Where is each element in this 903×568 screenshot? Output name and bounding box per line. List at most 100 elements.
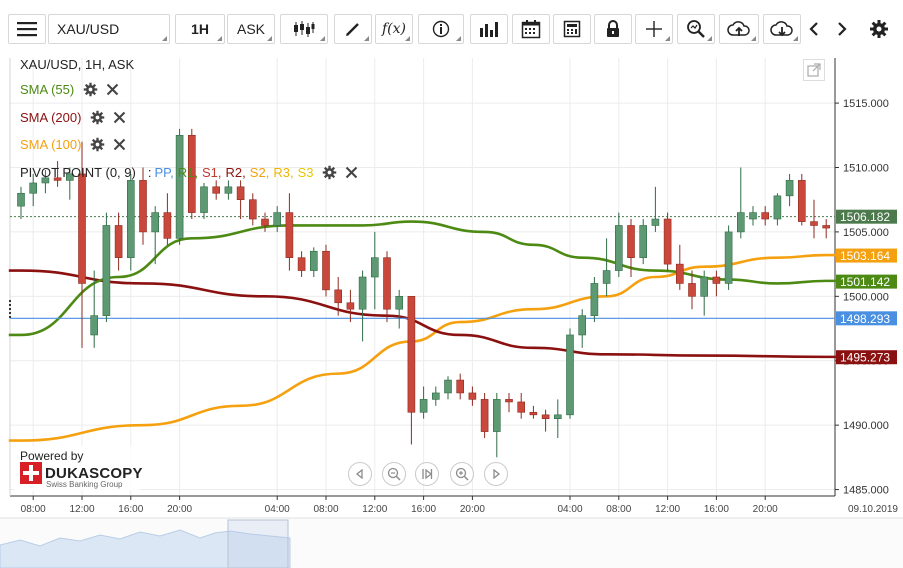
pivot-pp: PP, (154, 165, 173, 180)
scroll-right-button[interactable] (484, 462, 508, 486)
function-icon: f(x) (381, 21, 406, 37)
candle (566, 328, 574, 419)
legend-title-text: XAU/USD, 1H, ASK (20, 56, 135, 72)
moving-averages (8, 216, 836, 442)
candle (200, 182, 208, 220)
pivot-s3: S3 (298, 165, 314, 180)
candle (249, 193, 257, 226)
reset-view-button[interactable] (415, 462, 439, 486)
candle (285, 193, 294, 271)
candle (395, 289, 404, 329)
download-icon (770, 21, 793, 37)
candle-type-button[interactable] (280, 14, 328, 44)
candle (773, 193, 782, 226)
pivot-r2-comma: , (242, 164, 246, 180)
candle-body (346, 302, 355, 310)
time-tick-label: 12:00 (655, 504, 680, 515)
candle (127, 173, 135, 271)
candle (17, 186, 25, 220)
time-tick-label: 08:00 (606, 504, 631, 515)
candle (822, 219, 831, 239)
upload-icon (727, 21, 750, 36)
candle (41, 170, 50, 194)
settings-button[interactable] (864, 14, 894, 44)
brand: DUKASCOPY (20, 462, 143, 484)
pivot-pp-comma: , (170, 164, 174, 180)
candle-body (297, 257, 306, 271)
pivot-close-icon[interactable] (343, 164, 359, 180)
time-tick-label: 04:00 (265, 504, 290, 515)
draw-button[interactable] (334, 14, 372, 44)
candle-body (139, 180, 147, 233)
candle (785, 173, 794, 207)
zoom-in-button[interactable] (450, 462, 474, 486)
candle (309, 247, 318, 277)
legend-sma100: SMA (100) (20, 133, 127, 155)
candle (675, 244, 684, 290)
sma200-settings-icon[interactable] (89, 109, 105, 125)
brand-subtitle: Swiss Banking Group (46, 480, 123, 489)
next-icon (838, 22, 847, 36)
expand-button[interactable] (803, 59, 825, 81)
pivot-pp-label: PP (154, 164, 171, 180)
time-tick-label: 16:00 (704, 504, 729, 515)
candle (651, 186, 660, 232)
pivot-s1-label: S1 (202, 164, 218, 180)
last-date-label: 09.10.2019 (848, 504, 898, 515)
candle-body (724, 231, 733, 284)
candle (151, 206, 159, 265)
candle-body (566, 334, 574, 416)
candle (517, 392, 526, 419)
candle (590, 277, 599, 323)
price-chart[interactable]: 1485.0001490.0001495.0001500.0001505.000… (0, 50, 903, 568)
candle-body (200, 186, 208, 213)
sma55-settings-icon[interactable] (82, 81, 98, 97)
next-button[interactable] (829, 14, 855, 44)
candle (639, 219, 648, 265)
candle-body (639, 225, 648, 258)
scroll-left-icon (355, 469, 363, 479)
menu-button[interactable] (8, 14, 46, 44)
sma200-close-icon[interactable] (111, 109, 127, 125)
candle-body (370, 257, 379, 278)
navigator (0, 300, 903, 568)
candle-body (78, 173, 86, 284)
upload-button[interactable] (719, 14, 759, 44)
chart-grid (9, 58, 836, 497)
pivot-settings-icon[interactable] (321, 164, 337, 180)
sma100-settings-icon[interactable] (89, 136, 105, 152)
symbol-selector[interactable]: XAU/USD (48, 14, 170, 44)
volume-button[interactable] (470, 14, 508, 44)
sma100-close-icon[interactable] (111, 136, 127, 152)
zoom-out-button[interactable] (382, 462, 406, 486)
candle (736, 167, 745, 239)
pivot-s2-comma: , (265, 164, 270, 180)
zoom-in-icon (455, 467, 469, 481)
candle-body (517, 401, 526, 413)
calculator-button[interactable] (553, 14, 591, 44)
calendar-button[interactable] (512, 14, 550, 44)
info-button[interactable] (418, 14, 464, 44)
lock-button[interactable] (594, 14, 632, 44)
sma55-close-icon[interactable] (104, 81, 120, 97)
zoom-button[interactable] (677, 14, 715, 44)
candle-type-icon (294, 21, 315, 37)
legend-sma55: SMA (55) (20, 78, 120, 100)
calculator-icon (563, 20, 581, 38)
side-selector[interactable]: ASK (227, 14, 275, 44)
prev-button[interactable] (801, 14, 827, 44)
scroll-left-button[interactable] (348, 462, 372, 486)
candle-body (712, 276, 721, 284)
candle (712, 270, 721, 297)
candle-body (419, 399, 428, 413)
timeframe-selector[interactable]: 1H (175, 14, 225, 44)
price-tag-label: 1501.142 (840, 275, 890, 289)
download-button[interactable] (763, 14, 801, 44)
time-tick-label: 12:00 (362, 504, 387, 515)
candle-body (541, 414, 550, 420)
pivot-r3-label: R3 (273, 164, 290, 180)
time-tick-label: 04:00 (557, 504, 582, 515)
crosshair-button[interactable] (635, 14, 673, 44)
function-button[interactable]: f(x) (375, 14, 413, 44)
settings-icon (870, 20, 888, 38)
